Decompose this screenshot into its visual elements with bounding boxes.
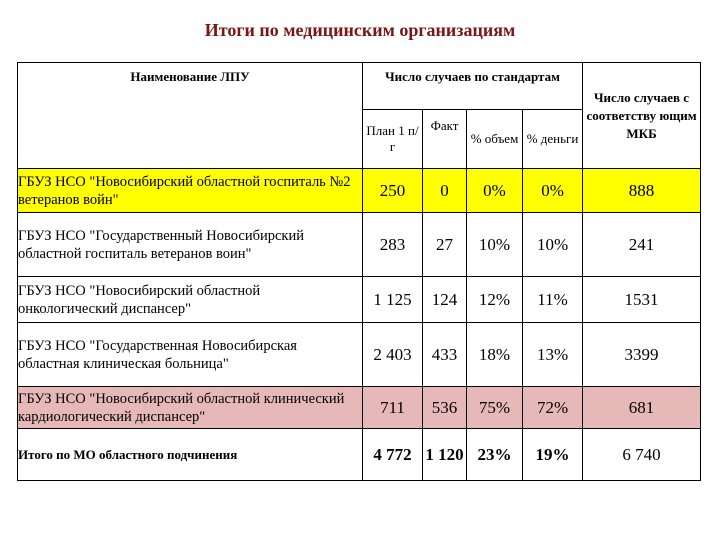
row-name: ГБУЗ НСО "Государственный Новосибирский … bbox=[17, 212, 363, 277]
row-plan: 250 bbox=[362, 168, 423, 213]
row-fact: 124 bbox=[422, 276, 467, 323]
header-standards-group: Число случаев по стандартам bbox=[361, 62, 584, 110]
row-pct-money: 13% bbox=[521, 322, 584, 387]
header-pct-money: % деньги bbox=[521, 109, 584, 169]
total-row: Итого по МО областного подчинения 4 772 … bbox=[17, 428, 702, 481]
total-name: Итого по МО областного подчинения bbox=[17, 428, 363, 481]
header-mkb: Число случаев с соответству ющим МКБ bbox=[582, 62, 702, 169]
row-fact: 433 bbox=[422, 322, 467, 387]
row-name: ГБУЗ НСО "Новосибирский областной клинич… bbox=[17, 386, 363, 429]
page-title: Итоги по медицинским организациям bbox=[204, 20, 516, 40]
row-mkb: 241 bbox=[582, 212, 702, 277]
row-pct-money: 0% bbox=[521, 168, 584, 213]
header-pct-volume: % объем bbox=[466, 109, 523, 169]
row-pct-volume: 18% bbox=[466, 322, 523, 387]
table-row: ГБУЗ НСО "Новосибирский областной клинич… bbox=[17, 386, 702, 429]
subheader-row: План 1 п/г Факт % объем % деньги bbox=[18, 109, 701, 169]
row-plan: 1 125 bbox=[362, 276, 423, 323]
row-pct-volume: 0% bbox=[466, 168, 523, 213]
table-row: ГБУЗ НСО "Государственная Новосибирская … bbox=[17, 322, 702, 387]
total-pct-volume: 23% bbox=[466, 428, 523, 481]
row-mkb: 1531 bbox=[582, 276, 702, 323]
row-pct-volume: 12% bbox=[466, 276, 523, 323]
row-pct-volume: 10% bbox=[466, 212, 523, 277]
row-pct-money: 10% bbox=[521, 212, 584, 277]
row-fact: 27 bbox=[422, 212, 467, 277]
row-mkb: 888 bbox=[582, 168, 702, 213]
table-row: ГБУЗ НСО "Новосибирский областной госпит… bbox=[17, 168, 702, 213]
row-pct-volume: 75% bbox=[466, 386, 523, 429]
row-name: ГБУЗ НСО "Новосибирский областной онколо… bbox=[17, 276, 363, 323]
header-plan: План 1 п/г bbox=[362, 109, 423, 169]
row-name: ГБУЗ НСО "Государственная Новосибирская … bbox=[17, 322, 363, 387]
row-plan: 2 403 bbox=[362, 322, 423, 387]
summary-table: Наименование ЛПУ Число случаев по станда… bbox=[17, 62, 702, 481]
row-mkb: 681 bbox=[582, 386, 702, 429]
row-mkb: 3399 bbox=[582, 322, 702, 387]
table-row: ГБУЗ НСО "Государственный Новосибирский … bbox=[17, 212, 702, 277]
table-row: ГБУЗ НСО "Новосибирский областной онколо… bbox=[17, 276, 702, 323]
total-mkb: 6 740 bbox=[582, 428, 702, 481]
row-pct-money: 11% bbox=[521, 276, 584, 323]
row-name: ГБУЗ НСО "Новосибирский областной госпит… bbox=[17, 168, 363, 213]
row-plan: 283 bbox=[362, 212, 423, 277]
total-plan: 4 772 bbox=[362, 428, 423, 481]
header-row: Наименование ЛПУ Число случаев по станда… bbox=[17, 62, 702, 169]
row-fact: 536 bbox=[422, 386, 467, 429]
header-fact: Факт bbox=[422, 109, 467, 169]
row-plan: 711 bbox=[362, 386, 423, 429]
row-pct-money: 72% bbox=[521, 386, 584, 429]
total-pct-money: 19% bbox=[521, 428, 584, 481]
header-name: Наименование ЛПУ bbox=[17, 62, 363, 169]
row-fact: 0 bbox=[422, 168, 467, 213]
total-fact: 1 120 bbox=[422, 428, 467, 481]
